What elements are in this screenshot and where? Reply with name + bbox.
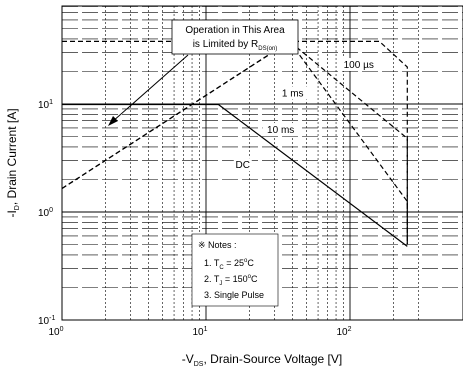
x-tick-label: 100 (48, 326, 63, 338)
x-tick-exponent: 1 (204, 326, 208, 333)
notes-item-subscript: J (219, 281, 222, 287)
y-tick-label: 101 (38, 99, 53, 111)
operation-area-text: is Limited by R (193, 39, 259, 50)
x-tick-base: 10 (48, 327, 60, 338)
y-tick-base: 10 (38, 316, 50, 327)
notes-item: 2. TJ = 150oC (204, 274, 258, 287)
y-tick-label: 102 (38, 0, 53, 3)
x-axis-label-text: , Drain-Source Voltage [V] (203, 352, 342, 366)
series-line (62, 103, 408, 247)
notes-item: 1. TC = 25oC (204, 258, 254, 271)
axis-labels: -VDS, Drain-Source Voltage [V]-ID, Drain… (5, 108, 342, 368)
operation-area-subscript: DS(on) (258, 46, 277, 52)
soa-curves (61, 40, 408, 247)
y-tick-label: 100 (38, 207, 53, 219)
operation-area-line1: Operation in This Area (185, 25, 285, 36)
series-label: 100 µs (344, 60, 374, 71)
notes-box (191, 233, 279, 307)
x-tick-label: 102 (336, 326, 351, 338)
notes-item-subscript: C (219, 265, 224, 271)
x-axis-label-text: -V (182, 352, 194, 366)
x-axis-label-subscript: DS (194, 361, 204, 368)
y-axis-label-text: , Drain Current [A] (5, 108, 19, 205)
x-tick-base: 10 (192, 327, 204, 338)
notes-item: 3. Single Pulse (204, 290, 264, 300)
annotations: Operation in This Area is Limited by RDS(… (108, 19, 380, 307)
y-tick-base: 10 (38, 208, 50, 219)
series-label-bg (277, 86, 308, 100)
series-line (62, 40, 408, 245)
notes-item-text: 3. Single Pulse (204, 290, 264, 300)
operation-area-arrow (111, 54, 189, 123)
series-label-bg (337, 58, 380, 72)
x-axis-label: -VDS, Drain-Source Voltage [V] (182, 352, 342, 368)
notes-item-degree: o (248, 274, 252, 280)
arrow-head (108, 116, 118, 126)
series-line (61, 40, 408, 245)
y-tick-exponent: 1 (49, 99, 53, 106)
notes-item-text: 2. T (204, 274, 220, 284)
x-tick-base: 10 (336, 327, 348, 338)
x-tick-label: 101 (192, 326, 207, 338)
notes-item-unit: C (251, 274, 258, 284)
y-axis-label: -ID, Drain Current [A] (5, 108, 21, 217)
series-label-bg (233, 158, 252, 172)
y-tick-exponent: -1 (49, 315, 55, 322)
series-label: DC (236, 160, 250, 171)
operation-area-line2: is Limited by RDS(on) (193, 39, 278, 52)
notes-item-value: = 25 (224, 258, 244, 268)
notes-item-value: = 150 (222, 274, 247, 284)
notes-item-text: 1. T (204, 258, 220, 268)
y-axis-label-subscript: D (14, 205, 21, 210)
y-tick-label: 10-1 (38, 315, 55, 327)
notes-title: ※ Notes : (198, 240, 237, 250)
operation-area-box (171, 19, 299, 55)
y-axis-label-text: -I (5, 210, 19, 217)
notes-item-unit: C (247, 258, 254, 268)
series-label: 1 ms (282, 88, 304, 99)
y-tick-base: 10 (38, 100, 50, 111)
series-label: 10 ms (267, 125, 294, 136)
y-tick-base: 10 (38, 0, 50, 3)
x-tick-exponent: 0 (60, 326, 64, 333)
y-tick-exponent: 0 (49, 207, 53, 214)
series-label-bg (262, 123, 299, 137)
notes-item-degree: o (244, 258, 248, 264)
x-tick-exponent: 2 (348, 326, 352, 333)
